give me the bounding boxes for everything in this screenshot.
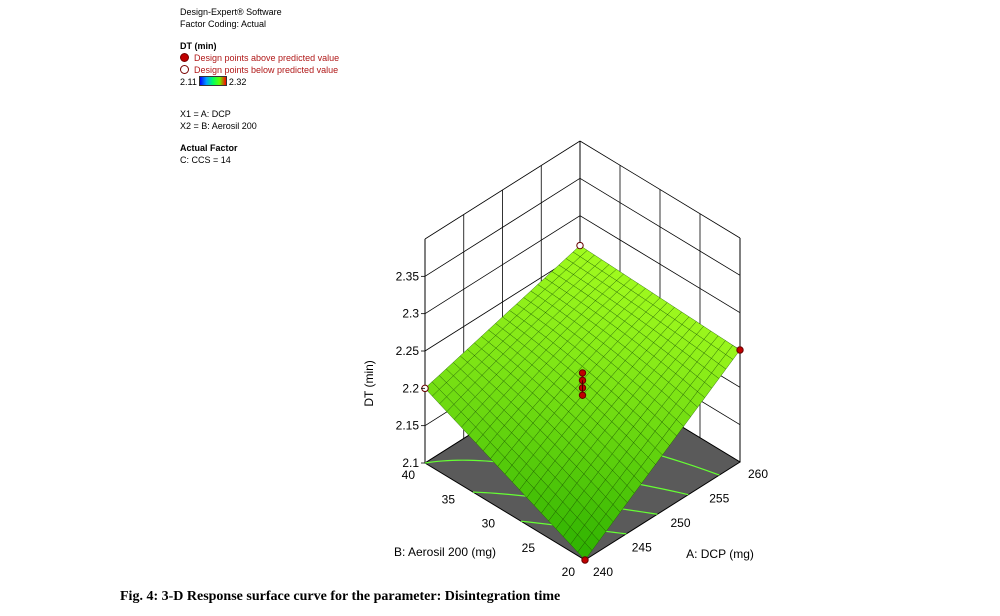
x-tick-label-1: 245 [632, 541, 652, 555]
design-point-0 [581, 556, 589, 564]
colorbar-icon [198, 76, 227, 86]
z-tick-label-1: 2.15 [396, 419, 420, 433]
y-tick-label-3: 35 [442, 492, 456, 506]
y-tick-label-4: 40 [402, 468, 416, 482]
x2-label: X2 = B: Aerosil 200 [180, 121, 257, 131]
legend-below: Design points below predicted value [180, 64, 380, 76]
actual-value-label: C: CCS = 14 [180, 155, 231, 165]
x-tick-label-3: 255 [709, 492, 729, 506]
above-label: Design points above predicted value [194, 53, 340, 63]
design-point-2 [736, 346, 744, 354]
below-marker-icon [180, 65, 189, 74]
design-point-3 [576, 241, 584, 250]
x-tick-label-4: 260 [748, 467, 768, 481]
factor-coding-label: Factor Coding: Actual [180, 19, 267, 29]
z-tick-label-5: 2.35 [396, 269, 420, 283]
legend-panel: Design-Expert® Software Factor Coding: A… [180, 6, 380, 166]
software-label: Design-Expert® Software [180, 7, 282, 17]
x-tick-label-2: 250 [671, 516, 691, 530]
x-tick-label-0: 240 [593, 565, 613, 579]
z-axis-label: DT (min) [362, 360, 376, 406]
y-tick-label-1: 25 [522, 541, 536, 555]
colorbar-row: 2.11 2.32 [180, 76, 380, 88]
actual-factor-label: Actual Factor [180, 143, 238, 153]
legend-above: Design points above predicted value [180, 52, 380, 64]
response-surface [424, 245, 741, 561]
z-tick-label-4: 2.3 [402, 307, 419, 321]
z-tick-label-2: 2.2 [402, 381, 419, 395]
x-axis-label: A: DCP (mg) [686, 547, 754, 561]
z-tick-label-3: 2.25 [396, 344, 420, 358]
colorbar-max: 2.32 [228, 77, 247, 87]
y-tick-label-0: 20 [562, 565, 576, 579]
figure-caption: Fig. 4: 3-D Response surface curve for t… [120, 589, 561, 604]
design-point-4 [578, 369, 587, 377]
y-axis-label: B: Aerosil 200 (mg) [394, 545, 496, 559]
above-marker-icon [180, 53, 189, 62]
axis-ticks: 2.1 2.15 2.2 2.25 2.3 2.35 240 245 250 255 260 20 25… [362, 269, 768, 579]
surface-cell-483 [577, 542, 593, 561]
x1-label: X1 = A: DCP [180, 109, 231, 119]
colorbar-min: 2.11 [180, 77, 197, 87]
design-points [421, 241, 744, 564]
response-label: DT (min) [180, 41, 217, 51]
below-label: Design points below predicted value [194, 65, 339, 75]
design-point-7 [578, 391, 587, 399]
y-tick-label-2: 30 [482, 517, 496, 531]
z-tick-label-0: 2.1 [402, 456, 419, 470]
